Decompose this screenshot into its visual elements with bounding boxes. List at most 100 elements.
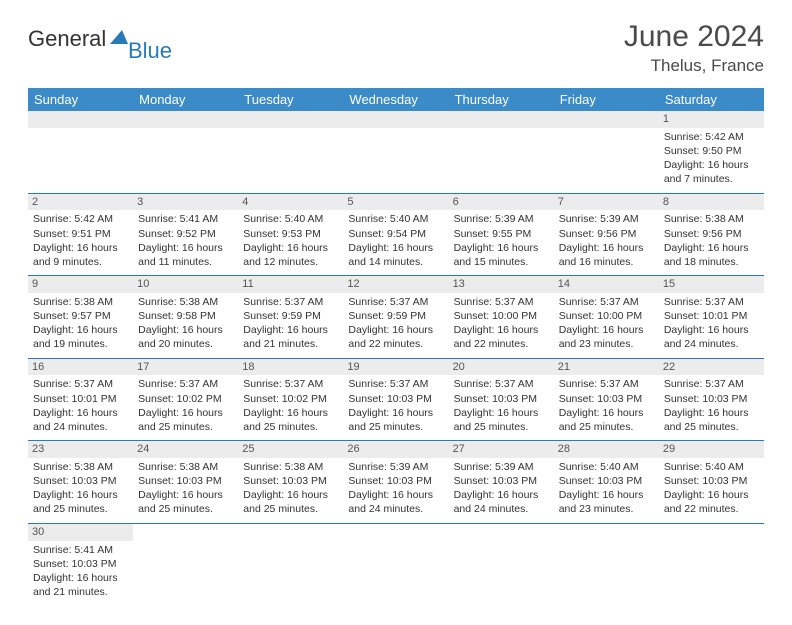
sunset-text: Sunset: 10:00 PM xyxy=(454,309,549,323)
sunrise-text: Sunrise: 5:38 AM xyxy=(243,460,338,474)
calendar-cell: 13Sunrise: 5:37 AMSunset: 10:00 PMDaylig… xyxy=(449,276,554,359)
day-number: 7 xyxy=(554,194,659,211)
calendar-cell: 29Sunrise: 5:40 AMSunset: 10:03 PMDaylig… xyxy=(659,441,764,524)
sunset-text: Sunset: 10:03 PM xyxy=(559,474,654,488)
day-number: 3 xyxy=(133,194,238,211)
day-number: 4 xyxy=(238,194,343,211)
sunrise-text: Sunrise: 5:37 AM xyxy=(138,377,233,391)
calendar-cell: 1Sunrise: 5:42 AMSunset: 9:50 PMDaylight… xyxy=(659,111,764,193)
calendar-cell: 28 Sunrise: 5:40 AMSunset: 10:03 PMDaylig… xyxy=(554,441,659,524)
daylight-text: Daylight: 16 hours and 25 minutes. xyxy=(664,406,759,434)
sunrise-text: Sunrise: 5:41 AM xyxy=(138,212,233,226)
daylight-text: Daylight: 16 hours and 23 minutes. xyxy=(559,323,654,351)
calendar-cell: 8Sunrise: 5:38 AMSunset: 9:56 PMDaylight… xyxy=(659,193,764,276)
day-number: 5 xyxy=(343,194,448,211)
day-number: 12 xyxy=(343,276,448,293)
calendar-cell-empty xyxy=(238,523,343,605)
calendar-cell: 2Sunrise: 5:42 AMSunset: 9:51 PMDaylight… xyxy=(28,193,133,276)
month-title: June 2024 xyxy=(624,20,764,54)
empty-day-strip xyxy=(554,111,659,128)
daylight-text: Daylight: 16 hours and 14 minutes. xyxy=(348,241,443,269)
calendar-row: 2Sunrise: 5:42 AMSunset: 9:51 PMDaylight… xyxy=(28,193,764,276)
sunrise-text: Sunrise: 5:37 AM xyxy=(348,295,443,309)
empty-day-strip xyxy=(238,111,343,128)
sunrise-text: Sunrise: 5:39 AM xyxy=(559,212,654,226)
location-text: Thelus, France xyxy=(624,56,764,76)
calendar-cell: 18Sunrise: 5:37 AMSunset: 10:02 PMDaylig… xyxy=(238,358,343,441)
sunrise-text: Sunrise: 5:37 AM xyxy=(243,295,338,309)
daylight-text: Daylight: 16 hours and 9 minutes. xyxy=(33,241,128,269)
day-number: 25 xyxy=(238,441,343,458)
daylight-text: Daylight: 16 hours and 15 minutes. xyxy=(454,241,549,269)
calendar-row: 23Sunrise: 5:38 AMSunset: 10:03 PMDaylig… xyxy=(28,441,764,524)
day-number: 2 xyxy=(28,194,133,211)
daylight-text: Daylight: 16 hours and 25 minutes. xyxy=(559,406,654,434)
calendar-cell: 4Sunrise: 5:40 AMSunset: 9:53 PMDaylight… xyxy=(238,193,343,276)
day-header: Saturday xyxy=(659,88,764,111)
logo-text-1: General xyxy=(28,26,106,52)
day-number: 13 xyxy=(449,276,554,293)
sunset-text: Sunset: 9:56 PM xyxy=(559,227,654,241)
sunrise-text: Sunrise: 5:42 AM xyxy=(33,212,128,226)
sunset-text: Sunset: 10:02 PM xyxy=(138,392,233,406)
calendar-cell: 12Sunrise: 5:37 AMSunset: 9:59 PMDayligh… xyxy=(343,276,448,359)
sunrise-text: Sunrise: 5:37 AM xyxy=(559,377,654,391)
day-number: 24 xyxy=(133,441,238,458)
calendar-cell: 23Sunrise: 5:38 AMSunset: 10:03 PMDaylig… xyxy=(28,441,133,524)
calendar-cell: 6Sunrise: 5:39 AMSunset: 9:55 PMDaylight… xyxy=(449,193,554,276)
page-header: General Blue June 2024 Thelus, France xyxy=(28,20,764,76)
day-number: 28 xyxy=(554,441,659,458)
calendar-cell: 25Sunrise: 5:38 AMSunset: 10:03 PMDaylig… xyxy=(238,441,343,524)
sunrise-text: Sunrise: 5:41 AM xyxy=(33,543,128,557)
sunrise-text: Sunrise: 5:38 AM xyxy=(664,212,759,226)
daylight-text: Daylight: 16 hours and 22 minutes. xyxy=(664,488,759,516)
sunset-text: Sunset: 10:01 PM xyxy=(33,392,128,406)
calendar-cell: 11Sunrise: 5:37 AMSunset: 9:59 PMDayligh… xyxy=(238,276,343,359)
sunset-text: Sunset: 10:03 PM xyxy=(243,474,338,488)
day-number: 17 xyxy=(133,359,238,376)
day-header: Thursday xyxy=(449,88,554,111)
sunrise-text: Sunrise: 5:40 AM xyxy=(243,212,338,226)
daylight-text: Daylight: 16 hours and 25 minutes. xyxy=(348,406,443,434)
logo-text-2: Blue xyxy=(128,38,172,64)
sunset-text: Sunset: 9:54 PM xyxy=(348,227,443,241)
daylight-text: Daylight: 16 hours and 18 minutes. xyxy=(664,241,759,269)
sunset-text: Sunset: 10:03 PM xyxy=(33,557,128,571)
sunrise-text: Sunrise: 5:40 AM xyxy=(559,460,654,474)
daylight-text: Daylight: 16 hours and 25 minutes. xyxy=(454,406,549,434)
day-number: 18 xyxy=(238,359,343,376)
calendar-cell-empty xyxy=(554,523,659,605)
title-block: June 2024 Thelus, France xyxy=(624,20,764,76)
daylight-text: Daylight: 16 hours and 11 minutes. xyxy=(138,241,233,269)
day-number: 30 xyxy=(28,524,133,541)
calendar-cell-empty xyxy=(449,111,554,193)
day-number: 9 xyxy=(28,276,133,293)
sunset-text: Sunset: 9:59 PM xyxy=(348,309,443,323)
sunrise-text: Sunrise: 5:40 AM xyxy=(348,212,443,226)
day-header: Wednesday xyxy=(343,88,448,111)
day-header: Tuesday xyxy=(238,88,343,111)
day-number: 21 xyxy=(554,359,659,376)
empty-day-strip xyxy=(28,111,133,128)
daylight-text: Daylight: 16 hours and 24 minutes. xyxy=(348,488,443,516)
sunset-text: Sunset: 9:51 PM xyxy=(33,227,128,241)
day-header: Friday xyxy=(554,88,659,111)
calendar-cell: 9Sunrise: 5:38 AMSunset: 9:57 PMDaylight… xyxy=(28,276,133,359)
sunrise-text: Sunrise: 5:40 AM xyxy=(664,460,759,474)
sunrise-text: Sunrise: 5:39 AM xyxy=(348,460,443,474)
calendar-row: 1Sunrise: 5:42 AMSunset: 9:50 PMDaylight… xyxy=(28,111,764,193)
sunrise-text: Sunrise: 5:37 AM xyxy=(454,295,549,309)
day-number: 22 xyxy=(659,359,764,376)
day-number: 19 xyxy=(343,359,448,376)
daylight-text: Daylight: 16 hours and 20 minutes. xyxy=(138,323,233,351)
calendar-cell: 19Sunrise: 5:37 AMSunset: 10:03 PMDaylig… xyxy=(343,358,448,441)
sunset-text: Sunset: 10:03 PM xyxy=(454,474,549,488)
sunrise-text: Sunrise: 5:39 AM xyxy=(454,212,549,226)
day-number: 8 xyxy=(659,194,764,211)
calendar-cell-empty xyxy=(449,523,554,605)
daylight-text: Daylight: 16 hours and 7 minutes. xyxy=(664,158,759,186)
day-header-row: SundayMondayTuesdayWednesdayThursdayFrid… xyxy=(28,88,764,111)
calendar-cell: 15Sunrise: 5:37 AMSunset: 10:01 PMDaylig… xyxy=(659,276,764,359)
calendar-row: 30Sunrise: 5:41 AMSunset: 10:03 PMDaylig… xyxy=(28,523,764,605)
daylight-text: Daylight: 16 hours and 23 minutes. xyxy=(559,488,654,516)
